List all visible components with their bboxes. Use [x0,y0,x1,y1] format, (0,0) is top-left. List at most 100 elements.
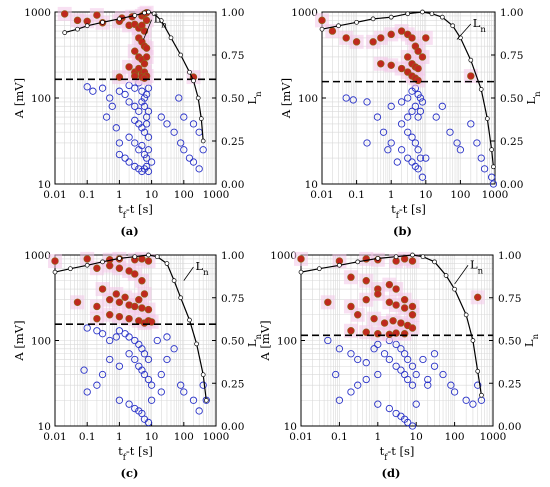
data-point-below [140,350,149,358]
data-point-below [370,345,378,353]
data-point-above [142,16,151,25]
ln-marker [68,266,73,272]
data-point-above [380,319,389,327]
data-point-below [414,165,422,173]
data-point-below [400,350,409,358]
data-point-below [362,359,370,367]
x-tick-label: 1 [116,189,123,201]
ln-marker [203,398,209,403]
data-point-above [392,285,400,293]
y-tick-label: 10 [305,179,318,191]
data-point-below [153,336,161,345]
data-point-below [412,370,420,379]
data-point-below [199,381,207,389]
data-point-above [408,34,416,42]
ln-marker [164,261,170,266]
ln-marker [336,23,341,29]
panel-label: (b) [393,224,412,238]
data-point-below [121,154,129,162]
data-point-below [397,120,406,128]
data-point-below [489,180,498,188]
panel-b: 0.01 0.1 1 10 100 10001010010000.000.250.500.… [279,7,543,238]
data-point-below [397,345,405,353]
ln-markers [298,252,484,398]
ln-marker [151,11,157,17]
panel-d: 0.01 0.1 1 10 100 10001010010000.000.250.500.… [258,250,541,480]
data-point-above [115,298,124,306]
ln-marker [132,13,138,18]
data-point-above [131,72,139,80]
data-point-below [450,388,459,396]
data-point-below [144,133,153,141]
data-point-below [374,340,382,349]
data-point-above [93,11,101,19]
data-point-below [138,141,146,150]
below-threshold-series [83,79,207,176]
data-point-below [112,124,120,132]
ln-marker [187,69,192,75]
ln-marker [62,30,68,35]
y-tick-label: 1000 [270,250,297,262]
data-point-below [408,381,417,389]
data-point-below [354,355,362,364]
above-threshold-series [57,5,201,86]
ln-marker [132,254,138,260]
data-point-below [418,98,427,106]
ln-marker [316,266,322,272]
data-point-below [144,167,153,176]
y-tick-label: 10 [38,421,51,433]
data-point-above [370,314,378,323]
data-point-above [138,277,146,285]
data-point-above [98,285,107,293]
y-axis-label-right: Ln [522,333,541,347]
y-tick-label: 100 [277,336,297,348]
data-point-above [144,257,153,265]
data-point-above [324,298,332,306]
x-tick-label: 10 [410,431,423,443]
y2-tick-label: 1.00 [221,7,244,19]
data-point-below [125,350,133,358]
data-point-above [93,264,101,272]
ln-marker [450,23,456,29]
data-point-below [83,324,91,332]
ln-marker [198,116,204,121]
data-point-below [438,102,446,110]
data-point-below [185,154,194,162]
ln-marker [191,78,196,84]
data-point-below [108,102,116,110]
data-point-below [106,355,114,364]
data-point-above [474,293,482,302]
data-point-above [138,304,146,312]
data-point-below [138,98,146,106]
data-point-above [404,53,412,61]
data-point-below [467,120,475,128]
data-point-above [142,53,151,61]
data-point-below [374,400,382,408]
data-point-below [416,94,425,102]
data-point-above [385,298,394,306]
data-point-below [324,336,332,345]
data-point-below [138,366,146,374]
data-point-below [144,355,153,364]
data-point-below [414,90,422,99]
ln-marker [195,95,201,101]
ln-markers [52,252,209,403]
data-point-below [140,102,149,110]
ln-marker [375,256,381,261]
y2-tick-label: 1.00 [498,250,521,262]
y2-tick-label: 1.00 [221,250,244,262]
data-point-below [98,330,107,338]
data-point-below [397,146,406,154]
data-point-below [125,133,133,141]
data-point-below [144,146,153,154]
data-point-below [349,96,357,104]
data-point-below [147,158,156,166]
ln-marker [117,16,122,22]
x-tick-label: 1000 [480,431,507,443]
data-point-below [170,345,178,353]
data-point-above [347,302,355,311]
data-point-above [135,296,143,304]
data-point-below [131,139,139,147]
data-point-below [419,355,427,364]
data-point-below [112,333,120,341]
